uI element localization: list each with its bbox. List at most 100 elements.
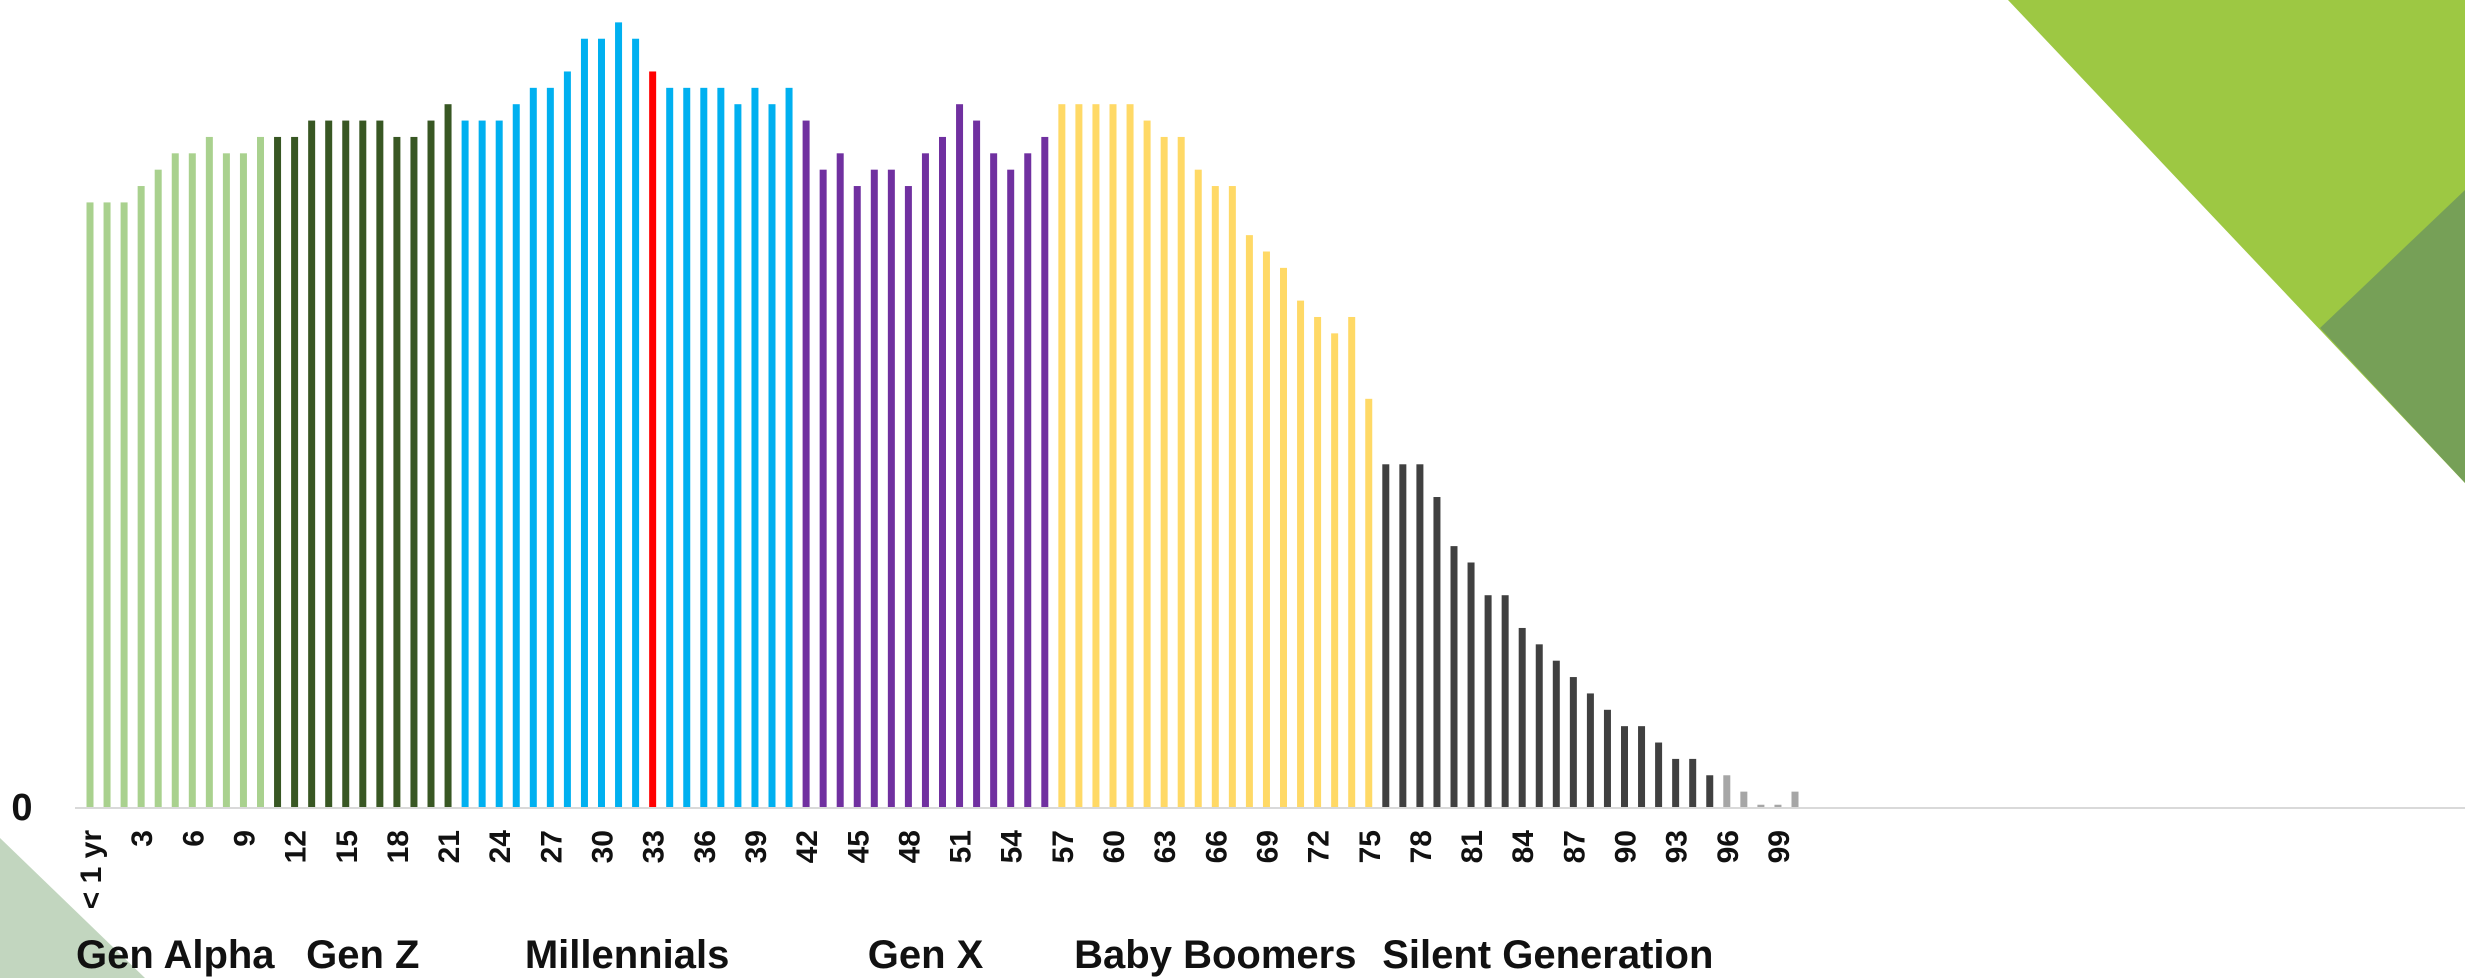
bar-age-47 <box>887 169 895 809</box>
y-axis-zero-label: 0 <box>11 787 32 829</box>
x-tick-label: 24 <box>484 830 517 864</box>
generation-label-2: Millennials <box>525 933 730 977</box>
bar-age-70 <box>1280 267 1287 808</box>
bar-age-31 <box>615 22 623 809</box>
bar-age-68 <box>1245 235 1253 808</box>
x-tick-label: 27 <box>535 830 568 863</box>
bar-age-24 <box>495 120 503 808</box>
bars-layer <box>86 22 1799 809</box>
x-tick-label: 93 <box>1661 830 1694 863</box>
decor-triangle-light <box>2008 0 2465 483</box>
generation-labels: Gen Alpha Gen Z Millennials Gen X Baby Boome… <box>76 933 1713 977</box>
bar-age-40 <box>768 104 776 808</box>
bar-age-99 <box>1774 804 1782 808</box>
bar-age-81 <box>1467 562 1475 808</box>
bar-age-80 <box>1450 546 1458 808</box>
bar-age-85 <box>1535 644 1543 808</box>
bar-age-46 <box>870 169 878 809</box>
axis-layer: 0 <box>11 787 2465 829</box>
bar-age-76 <box>1382 464 1390 808</box>
x-tick-label: 15 <box>331 830 364 863</box>
bar-age-55 <box>1024 153 1032 808</box>
x-tick-label: 48 <box>893 830 926 863</box>
generation-label-3: Gen X <box>868 933 984 977</box>
x-tick-label: 51 <box>945 830 978 863</box>
bar-age-93 <box>1672 758 1680 808</box>
bar-age-17 <box>376 120 384 808</box>
bar-age-42 <box>802 120 810 808</box>
bar-age-58 <box>1075 104 1083 808</box>
bar-age-38 <box>734 104 742 808</box>
bar-age-1 <box>103 202 111 808</box>
bar-age-19 <box>410 136 418 808</box>
x-tick-label: 96 <box>1712 830 1745 863</box>
x-tick-label: 72 <box>1303 830 1336 863</box>
bar-age-22 <box>461 120 469 808</box>
bar-age-65 <box>1194 169 1202 809</box>
bar-age-75 <box>1365 398 1373 808</box>
bar-age-88 <box>1586 693 1594 808</box>
bar-age-67 <box>1228 186 1236 809</box>
bar-age-29 <box>580 38 588 809</box>
x-tick-label: 9 <box>228 830 261 847</box>
bar-age-86 <box>1552 660 1560 808</box>
x-tick-label: 69 <box>1251 830 1284 863</box>
x-tick-label: 84 <box>1507 830 1540 864</box>
bar-age-82 <box>1484 595 1492 808</box>
bar-age-39 <box>751 87 759 809</box>
bar-age-50 <box>939 136 946 808</box>
x-tick-label: 60 <box>1098 830 1131 863</box>
x-tick-label: 63 <box>1149 830 1182 863</box>
bar-age-87 <box>1569 677 1577 808</box>
bar-age-62 <box>1143 120 1151 808</box>
x-tick-label: 78 <box>1405 830 1438 863</box>
bar-age-12 <box>291 136 299 808</box>
bar-age-21 <box>444 104 452 808</box>
bar-age-5 <box>171 153 179 808</box>
bar-age-43 <box>819 169 827 809</box>
bar-age-77 <box>1399 464 1407 808</box>
x-tick-label: 54 <box>996 830 1029 864</box>
bar-age-27 <box>546 87 554 809</box>
x-tick-label: 21 <box>433 830 466 863</box>
bar-age-20 <box>427 120 435 808</box>
bar-age-4 <box>154 169 162 809</box>
bar-age-41 <box>785 87 793 809</box>
bar-age-100 <box>1791 791 1799 808</box>
x-tick-label: 90 <box>1610 830 1643 863</box>
x-tick-label: 99 <box>1763 830 1796 863</box>
bar-age-79 <box>1433 497 1441 808</box>
bar-age-18 <box>393 136 401 808</box>
generation-label-0: Gen Alpha <box>76 933 275 977</box>
bar-age-91 <box>1638 726 1646 808</box>
bar-age-83 <box>1501 595 1509 808</box>
bar-age-92 <box>1655 742 1663 808</box>
bar-age-56 <box>1041 136 1049 808</box>
bar-age-34 <box>666 87 674 809</box>
x-tick-label: 6 <box>177 830 210 847</box>
x-tick-label: 30 <box>587 830 620 863</box>
bar-age-71 <box>1297 300 1305 808</box>
x-tick-label: 45 <box>842 830 875 863</box>
bar-age-49 <box>921 153 929 808</box>
x-tick-label: 33 <box>638 830 671 863</box>
x-tick-label: 57 <box>1047 830 1080 863</box>
bar-age-98 <box>1757 804 1765 808</box>
x-tick-label: 75 <box>1354 830 1387 863</box>
bar-age-10 <box>257 136 264 808</box>
bar-age-11 <box>274 136 282 808</box>
bar-age-16 <box>359 120 367 808</box>
bar-age-36 <box>700 87 708 809</box>
bar-age-44 <box>836 153 844 808</box>
bar-age-74 <box>1348 316 1356 808</box>
bar-age-35 <box>683 87 691 809</box>
decor-corner-photo <box>0 838 145 978</box>
bar-age-94 <box>1689 758 1697 808</box>
bar-age-45 <box>853 186 861 809</box>
x-tick-label: 42 <box>791 830 824 863</box>
bar-age-8 <box>222 153 230 808</box>
bar-age-57 <box>1058 104 1066 808</box>
bar-age-13 <box>308 120 316 808</box>
